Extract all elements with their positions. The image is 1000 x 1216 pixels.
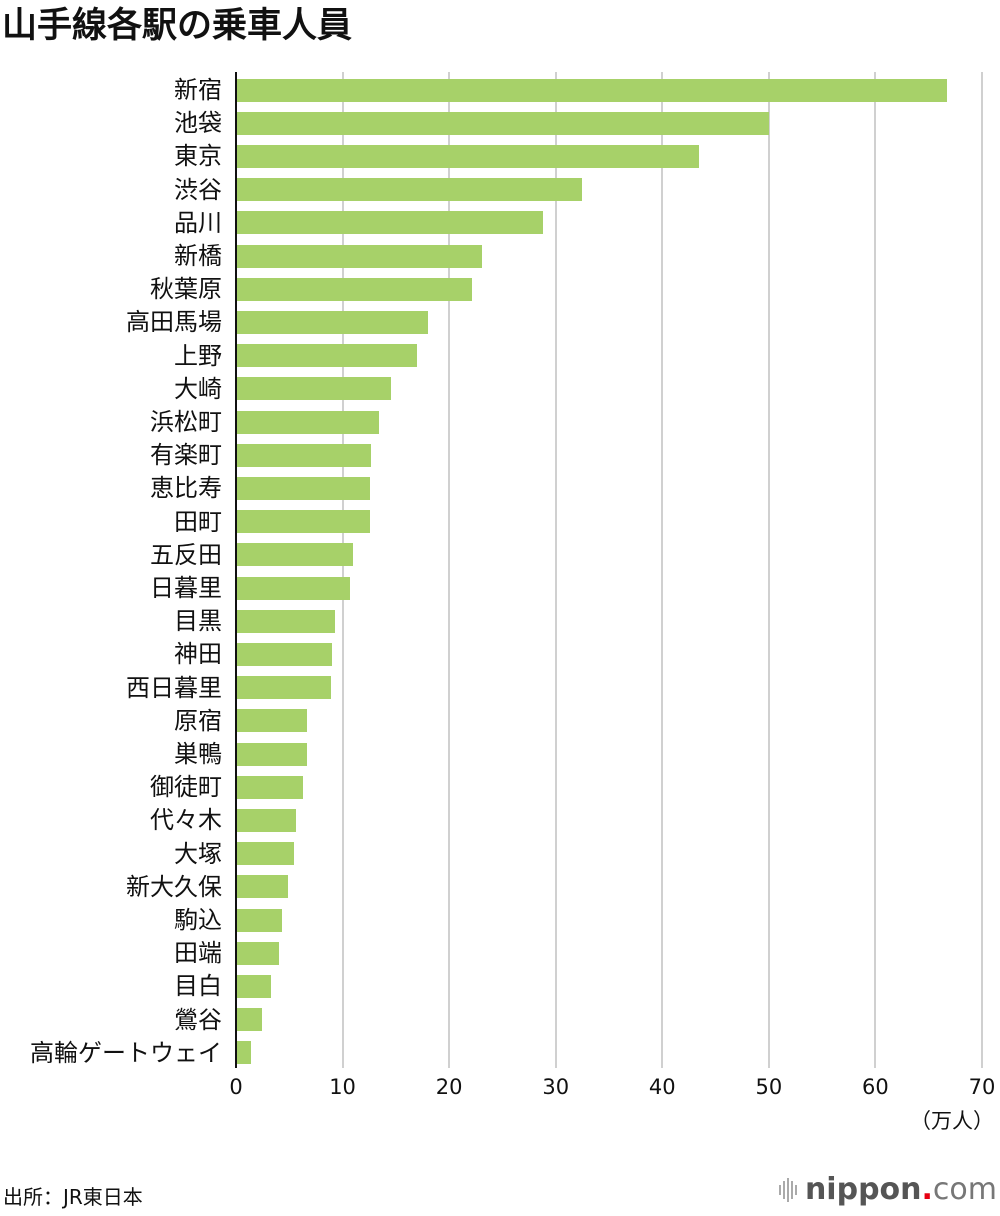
bar	[236, 510, 371, 534]
x-tick-label: 20	[435, 1075, 463, 1099]
category-label: 鶯谷	[174, 1005, 222, 1034]
chart-title: 山手線各駅の乗車人員	[2, 6, 353, 46]
x-axis-unit-label: （万人）	[910, 1109, 994, 1133]
bar	[236, 974, 272, 998]
category-label: 日暮里	[150, 574, 222, 602]
category-label: 田端	[174, 939, 222, 968]
x-tick-label: 30	[542, 1075, 570, 1099]
gridline	[981, 72, 983, 1068]
category-label: 代々木	[150, 806, 222, 835]
category-label: 目黒	[174, 607, 222, 636]
gridline	[554, 72, 557, 1068]
bar	[236, 1008, 262, 1032]
bar	[236, 709, 308, 733]
category-label: 新宿	[174, 76, 222, 104]
bar	[236, 609, 336, 633]
gridline	[767, 72, 770, 1068]
category-label: 田町	[174, 507, 222, 536]
category-label: 御徒町	[150, 773, 222, 802]
gridline	[448, 72, 451, 1068]
bar	[236, 211, 543, 235]
bar	[236, 476, 371, 500]
category-label: 五反田	[150, 540, 222, 569]
x-tick-label: 60	[862, 1075, 889, 1099]
bar	[236, 377, 391, 401]
category-label: 秋葉原	[150, 275, 222, 304]
bar	[236, 443, 372, 467]
category-label: 上野	[174, 341, 222, 370]
bar	[236, 576, 351, 600]
bar	[236, 642, 332, 666]
x-tick-label: 0	[229, 1075, 243, 1099]
x-tick-label: 70	[968, 1075, 996, 1099]
y-axis-line	[235, 72, 237, 1068]
bar	[236, 1041, 251, 1065]
bar	[236, 310, 428, 334]
bar	[236, 410, 379, 434]
plot-area	[236, 72, 983, 1068]
category-label: 池袋	[174, 109, 222, 138]
x-tick-label: 50	[755, 1075, 783, 1099]
category-label: 大塚	[174, 839, 222, 868]
bar	[236, 244, 483, 268]
bar	[236, 178, 583, 202]
category-label: 高田馬場	[126, 308, 222, 337]
category-label: 品川	[174, 208, 222, 237]
category-label: 巣鴨	[174, 740, 222, 768]
category-label: 原宿	[174, 706, 222, 735]
logo-dot: .	[921, 1172, 933, 1207]
category-label: 西日暮里	[126, 673, 222, 702]
bar	[236, 676, 331, 700]
bar	[236, 875, 289, 899]
bar	[236, 277, 472, 301]
bar	[236, 742, 308, 766]
nippon-logo: nippon. com	[778, 1172, 997, 1207]
category-label: 高輪ゲートウェイ	[30, 1038, 222, 1067]
gridline	[661, 72, 664, 1068]
x-tick-label: 40	[648, 1075, 676, 1099]
source-note: 出所：JR東日本	[3, 1185, 143, 1209]
gridline	[341, 72, 344, 1068]
bar	[236, 543, 354, 567]
category-label: 新大久保	[126, 872, 222, 901]
bar	[236, 775, 304, 799]
category-label: 東京	[174, 142, 222, 171]
category-label: 新橋	[174, 242, 222, 270]
logo-tld: com	[932, 1172, 997, 1207]
bar	[236, 144, 699, 168]
bar	[236, 908, 282, 932]
category-label: 大崎	[174, 374, 222, 403]
category-label: 浜松町	[150, 408, 222, 436]
category-label: 有楽町	[150, 441, 222, 470]
category-label: 駒込	[174, 906, 222, 934]
bar	[236, 842, 294, 866]
logo-bars-icon	[778, 1177, 797, 1202]
bar	[236, 78, 947, 102]
bar	[236, 344, 418, 368]
logo-brand: nippon	[804, 1172, 922, 1207]
category-label: 恵比寿	[150, 474, 222, 503]
bar	[236, 808, 296, 832]
bar	[236, 941, 279, 965]
bar	[236, 111, 769, 135]
category-label: 神田	[174, 640, 222, 669]
x-tick-label: 10	[329, 1075, 356, 1099]
category-label: 目白	[174, 972, 222, 1001]
gridline	[874, 72, 877, 1068]
category-label: 渋谷	[174, 175, 222, 204]
